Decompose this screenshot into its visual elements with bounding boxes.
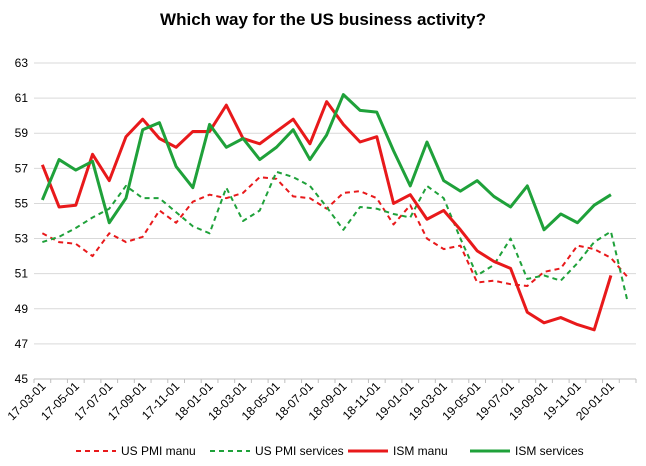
y-tick-label: 63: [15, 56, 29, 70]
series-line-ism-manu: [40, 100, 613, 332]
y-tick-label: 57: [15, 161, 29, 175]
y-tick-label: 45: [15, 372, 29, 386]
chart-title: Which way for the US business activity?: [160, 10, 486, 29]
grid: [34, 62, 636, 380]
y-axis: 45 47 49 51 53 55 57 59 61 63: [15, 56, 29, 386]
legend: US PMI manu US PMI services ISM manu ISM se…: [76, 444, 584, 458]
legend-label: US PMI manu: [121, 444, 196, 458]
y-tick-label: 53: [15, 232, 29, 246]
y-tick-label: 49: [15, 302, 29, 316]
plot-area: [40, 93, 629, 332]
legend-label: ISM manu: [393, 444, 448, 458]
series-line-us-pmi-services: [42, 170, 629, 302]
x-axis: 17-03-0117-05-0117-07-0117-09-0117-11-01…: [5, 378, 637, 423]
y-tick-label: 59: [15, 126, 29, 140]
series-line-us-pmi-manu: [41, 176, 629, 287]
y-tick-label: 47: [15, 337, 29, 351]
series-line-ism-services: [40, 93, 612, 232]
y-tick-label: 61: [15, 91, 29, 105]
y-tick-label: 55: [15, 196, 29, 210]
legend-label: US PMI services: [255, 444, 344, 458]
legend-label: ISM services: [515, 444, 584, 458]
y-tick-label: 51: [15, 267, 29, 281]
